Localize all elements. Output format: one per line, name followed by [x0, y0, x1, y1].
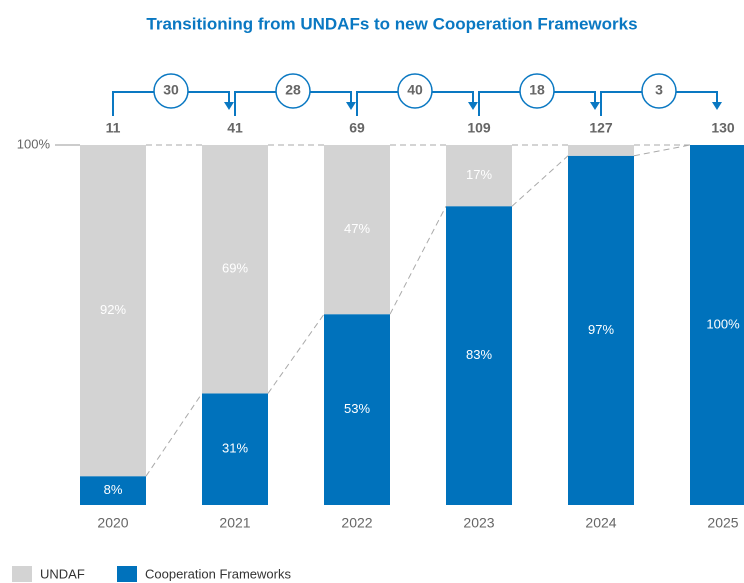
data-label: 92%	[100, 302, 126, 317]
data-label: 97%	[588, 322, 614, 337]
connector	[389, 205, 447, 315]
increment-circle	[519, 73, 555, 109]
bar-segment	[324, 145, 390, 315]
total-label: 127	[589, 120, 613, 136]
x-tick-label: 2022	[341, 515, 372, 531]
data-label: 69%	[222, 261, 248, 276]
bar-segment	[446, 145, 512, 207]
increment-circle	[153, 73, 189, 109]
total-label: 130	[711, 120, 735, 136]
x-tick-label: 2024	[585, 515, 616, 531]
arrow-head	[224, 102, 234, 110]
total-label: 69	[349, 120, 365, 136]
legend-swatch	[12, 566, 32, 582]
total-label: 41	[227, 120, 243, 136]
bar-segment	[568, 145, 634, 156]
connector	[267, 313, 325, 394]
increment-label: 40	[407, 82, 423, 98]
x-tick-label: 2021	[219, 515, 250, 531]
bar-segment	[80, 476, 146, 505]
data-label: 31%	[222, 441, 248, 456]
arrow-head	[468, 102, 478, 110]
legend-label: UNDAF	[40, 566, 85, 581]
bar-segment	[324, 314, 390, 505]
increment-circle	[641, 73, 677, 109]
increment-circle	[397, 73, 433, 109]
data-label: 83%	[466, 347, 492, 362]
bar-segment	[202, 393, 268, 505]
bar-segment	[80, 145, 146, 477]
bar-segment	[446, 206, 512, 505]
increment-label: 28	[285, 82, 301, 98]
data-label: 8%	[104, 482, 123, 497]
data-label: 17%	[466, 167, 492, 182]
x-tick-label: 2020	[97, 515, 128, 531]
bar-segment	[690, 145, 744, 505]
chart-title: Transitioning from UNDAFs to new Coopera…	[146, 14, 637, 33]
total-label: 109	[467, 120, 491, 136]
data-label: 100%	[706, 316, 740, 331]
connector	[145, 393, 203, 477]
x-tick-label: 2023	[463, 515, 494, 531]
data-label: 53%	[344, 401, 370, 416]
increment-label: 18	[529, 82, 545, 98]
bar-segment	[568, 155, 634, 506]
data-label: 47%	[344, 221, 370, 236]
legend-swatch	[117, 566, 137, 582]
total-label: 11	[106, 120, 121, 136]
arrow-head	[590, 102, 600, 110]
y-tick-label: 100%	[17, 136, 51, 151]
legend-label: Cooperation Frameworks	[145, 566, 291, 581]
increment-label: 3	[655, 82, 663, 98]
connector	[633, 144, 691, 157]
arrow-head	[712, 102, 722, 110]
bar-segment	[202, 145, 268, 394]
increment-label: 30	[163, 82, 179, 98]
increment-circle	[275, 73, 311, 109]
x-tick-label: 2025	[707, 515, 738, 531]
connector	[511, 155, 569, 207]
arrow-head	[346, 102, 356, 110]
